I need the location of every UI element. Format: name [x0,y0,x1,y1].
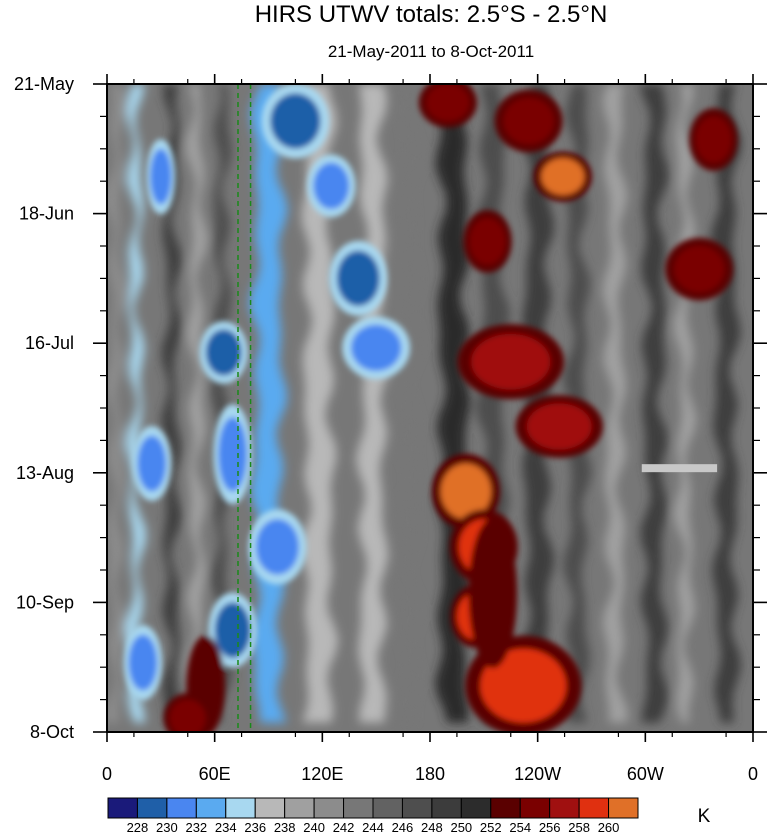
heatmap-band [210,84,234,723]
heatmap-feature [440,463,492,520]
y-tick-label: 13-Aug [16,463,74,483]
heatmap-feature [674,246,725,293]
colorbar-tick-label: 234 [215,820,237,834]
y-tick-label: 8-Oct [30,722,74,742]
heatmap-feature [474,537,511,649]
chart-subtitle: 21-May-2011 to 8-Oct-2011 [328,42,534,61]
colorbar-swatch [490,797,521,819]
heatmap-band [355,84,390,723]
chart-title: HIRS UTWV totals: 2.5°S - 2.5°N [255,1,608,28]
colorbar-swatch [460,797,492,819]
colorbar-swatch [431,797,462,819]
heatmap-band [125,84,146,723]
heatmap-band [161,84,182,723]
x-tick-label: 0 [748,764,758,784]
heatmap-band [107,84,128,723]
heatmap-feature [270,93,321,149]
heatmap-feature [336,250,380,307]
heatmap-feature [255,519,300,575]
heatmap-feature [541,158,585,196]
x-tick-label: 120W [514,764,561,784]
colorbar-tick-label: 246 [392,820,414,834]
heatmap-band [299,84,339,723]
colorbar-swatch [313,797,345,819]
colorbar-swatch [401,797,433,819]
heatmap-feature [169,699,206,732]
colorbar-tick-label: 238 [274,820,296,834]
colorbar-swatch [608,797,639,819]
heatmap-feature [150,148,172,205]
colorbar-tick-label: 236 [244,820,266,834]
heatmap-band [639,84,669,723]
x-tick-label: 60E [199,764,231,784]
heatmap-feature [503,97,554,145]
colorbar-swatch [284,797,315,819]
heatmap-feature [351,324,402,371]
heatmap-feature [128,634,158,691]
colorbar: 228 230 232 234 236 238 240 242 244 246 248 250 252 2… [107,797,639,835]
x-tick-label: 60W [627,764,664,784]
heatmap-feature [526,403,592,450]
colorbar-tick-label: 228 [127,820,149,834]
colorbar-swatch [166,797,197,819]
colorbar-tick-label: 230 [156,820,178,834]
heatmap-feature [426,84,470,122]
colorbar-tick-label: 250 [450,820,472,834]
heatmap-band [395,84,421,723]
heatmap-annotations [237,84,718,732]
colorbar-swatch [107,797,138,819]
colorbar-unit-label: K [698,806,711,827]
colorbar-swatch [136,797,168,819]
y-tick-label: 10-Sep [16,592,74,612]
colorbar-swatch [225,797,256,819]
x-tick-label: 180 [415,764,445,784]
x-tick-label: 0 [102,764,112,784]
colorbar-tick-label: 252 [480,820,502,834]
heatmap-feature [480,648,567,723]
colorbar-tick-label: 244 [362,820,384,834]
heatmap-feature [218,417,247,492]
y-tick-label: 21-May [14,74,74,94]
heatmap-feature [471,333,551,390]
colorbar-swatch [372,797,403,819]
y-tick-label: 18-Jun [19,204,74,224]
y-axis: 21-May 18-Jun 16-Jul 13-Aug 10-Sep 8-Oct [14,74,767,742]
heatmap-band [602,84,628,723]
colorbar-tick-label: 242 [333,820,355,834]
gray-bar-marker [641,464,718,473]
colorbar-swatch [343,797,374,819]
heatmap-feature [313,162,350,209]
colorbar-swatch [254,797,286,819]
heatmap-features [123,84,738,732]
colorbar-tick-label: 248 [421,820,443,834]
colorbar-swatch [578,797,610,819]
colorbar-tick-label: 256 [539,820,561,834]
heatmap-feature [137,435,167,492]
heatmap-feature [469,218,506,265]
heatmap-feature [214,602,251,658]
colorbar-swatch [549,797,580,819]
y-tick-label: 16-Jul [25,333,74,353]
colorbar-tick-label: 254 [509,820,531,834]
heatmap-plot-area [107,84,753,732]
colorbar-tick-label: 260 [598,820,620,834]
colorbar-tick-label: 232 [185,820,207,834]
heatmap-feature [205,329,242,376]
heatmap-feature [695,116,732,163]
colorbar-tick-label: 258 [568,820,590,834]
colorbar-swatch [195,797,227,819]
heatmap-band [185,84,209,723]
x-tick-label: 120E [301,764,343,784]
colorbar-tick-label: 240 [303,820,325,834]
x-axis: 0 60E 120E 180 120W 60W 0 [102,74,758,784]
colorbar-swatch [519,797,551,819]
